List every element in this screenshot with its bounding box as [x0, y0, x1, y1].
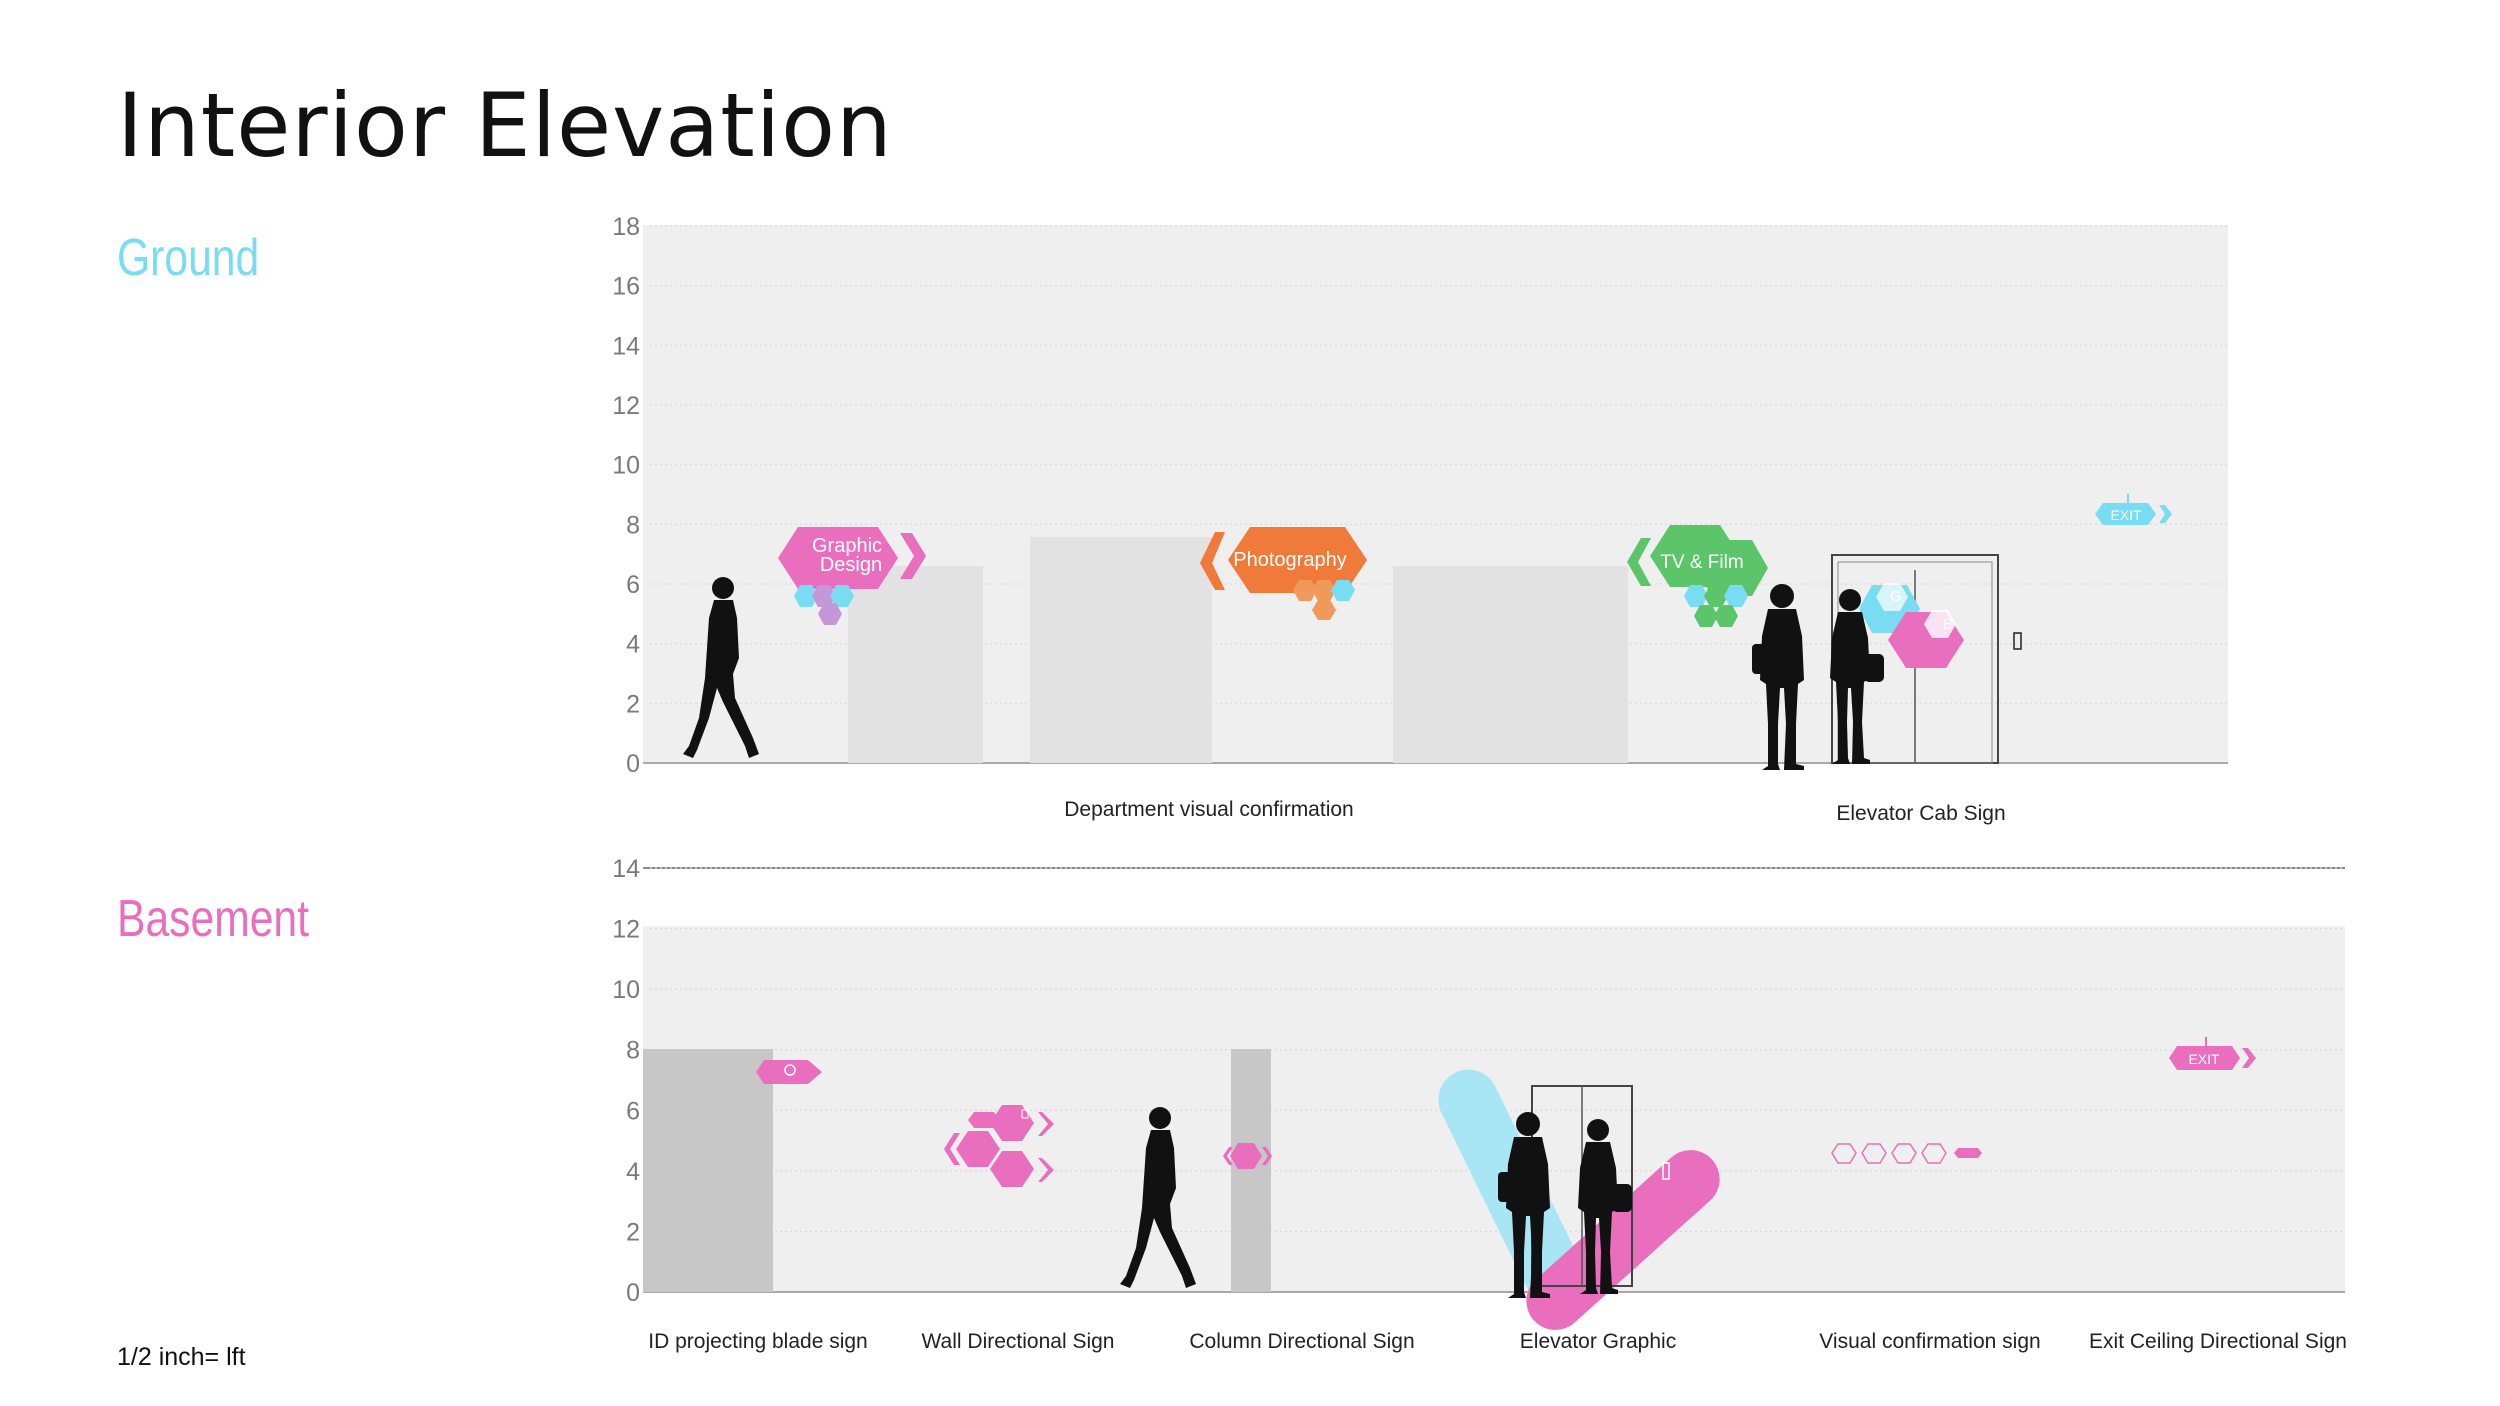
photography-sign: Photography	[1200, 527, 1367, 620]
ground-tick-label: 4	[626, 631, 640, 659]
ground-tick-label: 18	[612, 213, 640, 241]
elevator-g-label: G	[1890, 588, 1902, 605]
tv-film-sign: TV & Film	[1627, 525, 1768, 627]
caption-elevator-graphic: Elevator Graphic	[1520, 1330, 1676, 1353]
basement-exit-sign: EXIT	[2169, 1037, 2256, 1070]
graphic-design-sign: Graphic Design	[778, 527, 926, 625]
basement-tick-label: 12	[612, 916, 640, 944]
caption-id-projecting-blade-sign: ID projecting blade sign	[648, 1330, 867, 1353]
ground-wall-block-2	[1030, 537, 1212, 763]
basement-column	[1231, 1049, 1271, 1292]
wall-directional-sign	[944, 1105, 1054, 1187]
page-title: Interior Elevation	[117, 74, 893, 177]
basement-tick-label: 0	[626, 1279, 640, 1307]
ground-level-heading: Ground	[117, 229, 260, 287]
basement-tick-label: 6	[626, 1097, 640, 1125]
basement-elevator-call-button	[1662, 1162, 1670, 1180]
ground-tick-label: 12	[612, 392, 640, 420]
basement-elevation-panel: 14 12 10 8 6 4 2 0	[612, 855, 2347, 1353]
basement-tick-label: 2	[626, 1218, 640, 1246]
caption-department-visual-confirmation: Department visual confirmation	[1064, 798, 1353, 821]
basement-exit-label: EXIT	[2188, 1051, 2220, 1067]
basement-tick-label: 10	[612, 976, 640, 1004]
ground-exit-sign: EXIT	[2095, 494, 2172, 525]
ground-tick-label: 0	[626, 750, 640, 778]
ground-tick-label: 14	[612, 332, 640, 360]
elevator-graphic-magenta-stripe	[1526, 1150, 1720, 1330]
elevator-b-label: B	[1943, 616, 1953, 633]
ground-wall-block-3	[1393, 566, 1628, 763]
ground-tick-label: 10	[612, 452, 640, 480]
photography-label: Photography	[1233, 549, 1346, 571]
basement-y-axis: 14 12 10 8 6 4 2 0	[612, 855, 640, 1307]
graphic-design-label-2: Design	[820, 554, 882, 576]
basement-tick-label: 14	[612, 855, 640, 883]
ground-tick-label: 2	[626, 690, 640, 718]
tv-film-label: TV & Film	[1660, 552, 1743, 573]
basement-tick-label: 4	[626, 1158, 640, 1186]
ground-tick-label: 8	[626, 511, 640, 539]
visual-confirmation-sign	[1831, 1143, 1982, 1164]
caption-wall-directional-sign: Wall Directional Sign	[922, 1330, 1115, 1353]
ground-tick-label: 6	[626, 571, 640, 599]
ground-y-axis: 18 16 14 12 10 8 6 4 2 0	[612, 213, 640, 778]
basement-wall-block	[643, 1049, 773, 1292]
caption-column-directional-sign: Column Directional Sign	[1189, 1330, 1414, 1353]
caption-visual-confirmation-sign: Visual confirmation sign	[1819, 1330, 2040, 1353]
column-directional-sign	[1223, 1143, 1272, 1169]
graphic-design-label-1: Graphic	[812, 535, 882, 557]
ground-wall-block-1	[848, 566, 983, 763]
ground-elevator-call-button	[2013, 632, 2022, 650]
ground-exit-label: EXIT	[2110, 507, 2142, 523]
basement-tick-label: 8	[626, 1037, 640, 1065]
ground-gridlines	[650, 225, 2228, 704]
caption-exit-ceiling-directional-sign: Exit Ceiling Directional Sign	[2089, 1330, 2347, 1353]
basement-level-heading: Basement	[117, 890, 309, 948]
ground-tick-label: 16	[612, 273, 640, 301]
id-projecting-blade-sign	[756, 1060, 822, 1084]
caption-elevator-cab-sign: Elevator Cab Sign	[1836, 802, 2005, 825]
scale-note: 1/2 inch= lft	[117, 1343, 246, 1371]
